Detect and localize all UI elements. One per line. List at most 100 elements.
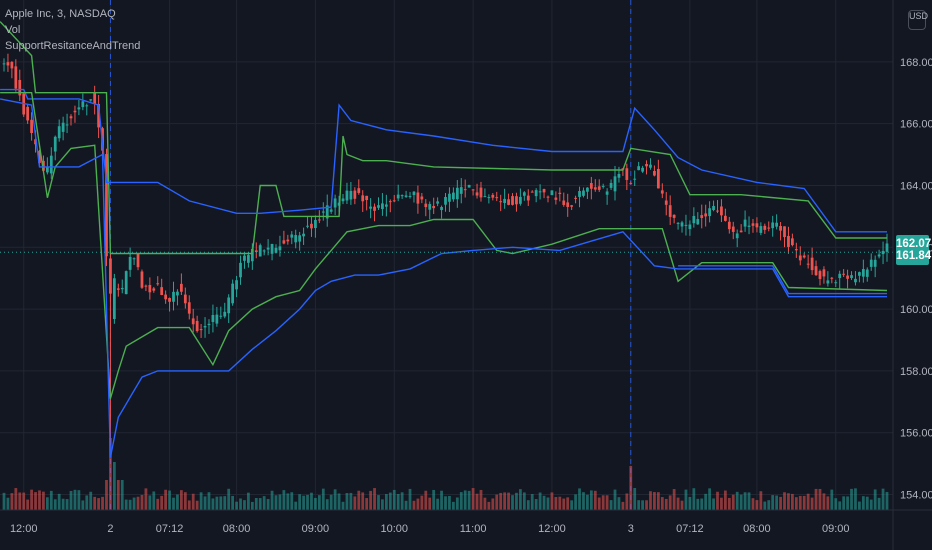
candle-body <box>30 119 33 134</box>
candle-body <box>424 203 428 208</box>
candle-body <box>751 223 755 226</box>
candle-body <box>34 139 37 145</box>
candle-body <box>211 315 215 322</box>
volume-bar <box>128 499 132 510</box>
time-tick-label: 09:00 <box>822 523 850 535</box>
volume-bar <box>463 490 467 510</box>
volume-bar <box>384 494 388 510</box>
candle-body <box>373 206 376 211</box>
volume-bar <box>187 500 191 510</box>
candle-body <box>633 178 637 180</box>
candle-body <box>507 199 510 205</box>
volume-bar <box>507 492 510 510</box>
volume-bar <box>676 497 680 510</box>
candle-body <box>38 150 41 163</box>
volume-bar <box>243 500 246 510</box>
volume-bar <box>558 496 562 510</box>
candle-body <box>392 200 396 202</box>
candle-body <box>49 155 53 174</box>
candle-body <box>842 273 846 275</box>
volume-bar <box>779 496 782 510</box>
candle-body <box>554 197 558 200</box>
candle-body <box>779 225 782 231</box>
volume-bar <box>869 499 873 510</box>
candle-body <box>783 226 786 238</box>
candle-body <box>526 195 530 201</box>
candle-body <box>850 275 853 279</box>
candle-body <box>763 225 767 230</box>
volume-bar <box>317 495 321 510</box>
candle-body <box>613 176 617 192</box>
volume-bar <box>404 500 408 510</box>
currency-button[interactable]: USD <box>908 10 928 30</box>
volume-bar <box>475 493 479 510</box>
volume-bar <box>865 496 869 510</box>
candle-body <box>775 222 779 227</box>
volume-bar <box>341 501 345 510</box>
candle-body <box>215 314 219 324</box>
chart-legend: Apple Inc, 3, NASDAQ Vol SupportResitanc… <box>5 6 140 54</box>
volume-bar <box>794 497 798 510</box>
volume-bar <box>810 497 814 510</box>
volume-bar <box>195 500 199 510</box>
candle-body <box>731 226 735 232</box>
volume-bar <box>81 500 85 510</box>
candle-body <box>306 225 309 227</box>
volume-bar <box>798 495 802 510</box>
volume-bar <box>696 498 700 510</box>
volume-bar <box>582 492 585 510</box>
candle-body <box>85 105 89 107</box>
candle-body <box>475 192 479 196</box>
volume-bar <box>215 496 219 510</box>
candle-body <box>582 190 585 196</box>
candle-body <box>274 247 278 253</box>
volume-bar <box>349 492 353 510</box>
candle-body <box>2 63 6 65</box>
candle-body <box>69 116 73 119</box>
volume-bar <box>365 498 369 510</box>
volume-bar <box>570 500 574 510</box>
candle-body <box>310 223 313 229</box>
candle-body <box>881 250 885 255</box>
volume-bar <box>373 488 376 510</box>
indicator-line-upper-trend <box>0 21 887 255</box>
candle-body <box>676 222 680 224</box>
candle-body <box>353 190 357 199</box>
candle-body <box>499 201 503 203</box>
volume-bar <box>767 500 771 510</box>
candle-body <box>195 320 199 332</box>
candle-body <box>830 277 834 279</box>
candle-body <box>6 62 10 66</box>
candle-body <box>463 189 467 191</box>
candle-body <box>589 183 593 189</box>
volume-indicator-label[interactable]: Vol <box>5 24 21 36</box>
support-resistance-indicator-label[interactable]: SupportResitanceAndTrend <box>5 40 141 52</box>
candle-body <box>617 173 621 178</box>
volume-bar <box>412 500 416 510</box>
candle-body <box>333 198 337 208</box>
volume-bar <box>873 489 877 510</box>
candle-body <box>826 280 830 284</box>
volume-bar <box>625 493 629 510</box>
candle-body <box>416 192 420 204</box>
volume-bar <box>26 499 30 510</box>
candle-body <box>712 205 715 211</box>
candle-body <box>97 103 100 128</box>
volume-bar <box>247 492 250 510</box>
candle-body <box>660 190 664 194</box>
candle-body <box>109 258 112 294</box>
volume-bar <box>617 497 621 510</box>
candle-body <box>10 62 14 69</box>
volume-bar <box>164 489 168 510</box>
candle-body <box>692 215 696 224</box>
candle-body <box>152 288 156 291</box>
volume-bar <box>680 500 684 510</box>
time-tick-label: 2 <box>107 523 113 535</box>
symbol-title[interactable]: Apple Inc, 3, NASDAQ <box>5 8 116 20</box>
volume-bar <box>436 498 439 510</box>
volume-bar <box>818 488 822 510</box>
candle-body <box>187 302 191 314</box>
